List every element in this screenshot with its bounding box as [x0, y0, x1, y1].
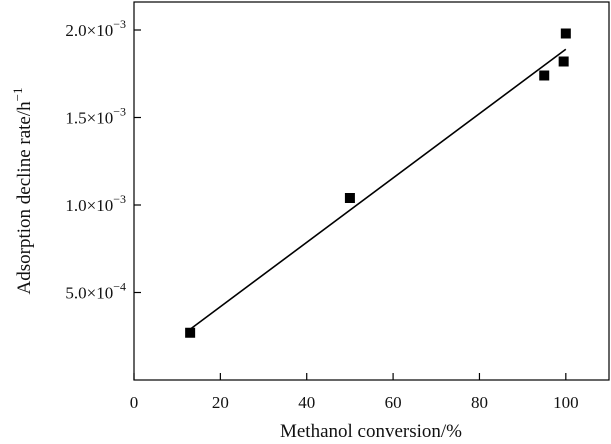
x-tick-labels: 0 20 40 60 80 100 — [130, 393, 579, 412]
axis-ticks — [133, 29, 567, 380]
fit-line — [189, 48, 567, 330]
data-point — [558, 56, 569, 67]
y-tick-exponent: −3 — [113, 105, 126, 119]
y-tick-mantissa: 5.0×10 — [65, 284, 113, 303]
y-axis-title-exponent: −1 — [10, 88, 25, 102]
y-axis-title-text: Adsorption decline rate/h — [14, 101, 35, 295]
plot-frame — [133, 1, 610, 381]
data-markers — [185, 28, 571, 338]
y-tick-exponent: −4 — [113, 280, 126, 294]
data-point — [560, 28, 571, 39]
y-tick-mantissa: 1.0×10 — [65, 196, 113, 215]
data-point — [344, 193, 355, 203]
y-tick-mantissa: 2.0×10 — [65, 21, 113, 40]
y-tick-exponent: −3 — [113, 17, 126, 31]
y-axis-title: Adsorption decline rate/h−1 — [10, 88, 35, 295]
y-tick-label: 1.5×10−3 — [65, 105, 126, 128]
x-tick-label: 60 — [385, 393, 402, 412]
data-point — [539, 70, 550, 81]
x-tick-label: 40 — [298, 393, 315, 412]
y-tick-labels: 5.0×10−41.0×10−31.5×10−32.0×10−3 — [65, 17, 126, 303]
y-tick-label: 5.0×10−4 — [65, 280, 126, 303]
x-tick-label: 100 — [553, 393, 579, 412]
y-tick-exponent: −3 — [113, 192, 126, 206]
x-axis-title: Methanol conversion/% — [280, 421, 462, 442]
x-tick-label: 0 — [130, 393, 139, 412]
x-tick-label: 20 — [212, 393, 229, 412]
y-tick-label: 2.0×10−3 — [65, 17, 126, 40]
data-point — [185, 327, 196, 338]
x-tick-label: 80 — [471, 393, 488, 412]
y-tick-label: 1.0×10−3 — [65, 192, 126, 215]
y-tick-mantissa: 1.5×10 — [65, 109, 113, 128]
